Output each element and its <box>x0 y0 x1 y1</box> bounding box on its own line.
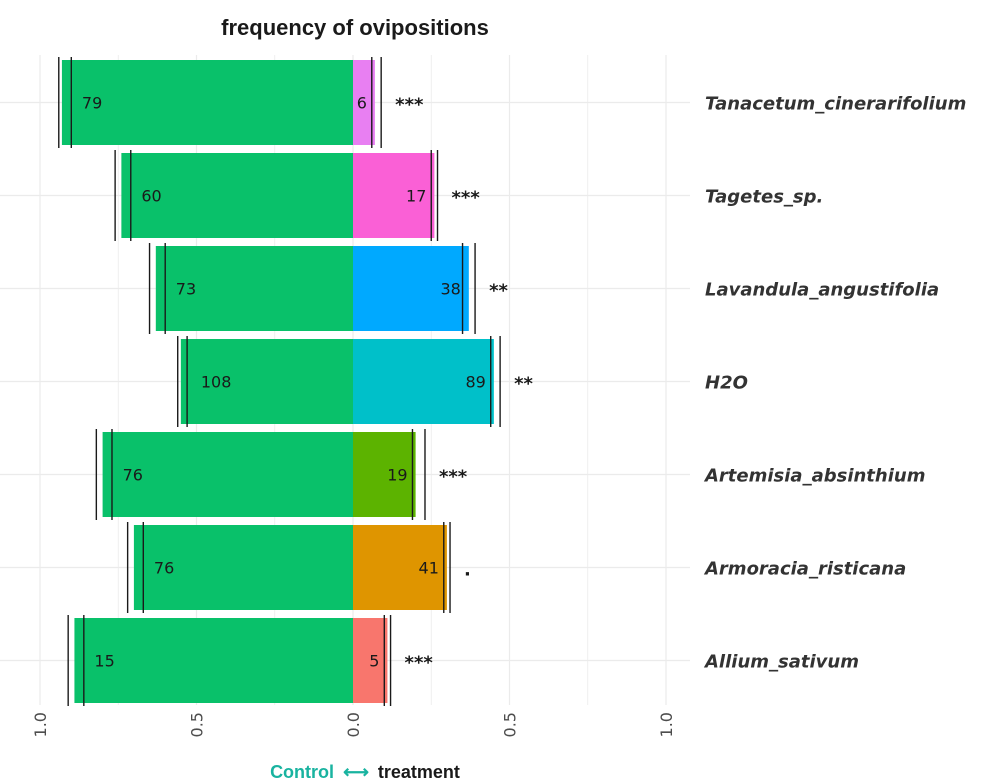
treatment-count-label: 41 <box>419 559 439 578</box>
treatment-count-label: 17 <box>406 187 426 206</box>
x-tick-label: 0.0 <box>344 712 363 737</box>
chart-title: frequency of ovipositions <box>221 15 489 40</box>
treatment-count-label: 89 <box>465 373 485 392</box>
x-axis-ticks: 1.0 0.5 0.0 0.5 1.0 <box>31 712 676 737</box>
category-label: Artemisia_absinthium <box>703 466 925 487</box>
x-tick-label: 1.0 <box>657 712 676 737</box>
category-label: Lavandula_angustifolia <box>705 280 939 301</box>
bars <box>58 57 501 706</box>
x-axis-treatment-label: treatment <box>378 762 460 782</box>
control-bar <box>102 432 353 517</box>
category-label: H2O <box>705 373 748 394</box>
category-label: Armoracia_risticana <box>703 559 906 580</box>
x-tick-label: 0.5 <box>501 712 520 737</box>
control-bar <box>74 618 354 703</box>
significance-label: ** <box>489 281 508 302</box>
significance-label: ** <box>514 374 533 395</box>
category-label: Tagetes_sp. <box>705 187 823 208</box>
control-bar <box>133 525 353 610</box>
treatment-count-label: 19 <box>387 466 407 485</box>
control-count-label: 15 <box>94 652 114 671</box>
significance-label: *** <box>452 188 481 209</box>
control-bar <box>180 339 353 424</box>
treatment-count-label: 6 <box>357 94 367 113</box>
treatment-count-label: 5 <box>369 652 379 671</box>
control-count-label: 79 <box>82 94 102 113</box>
x-axis-arrow: ⟷ <box>343 762 369 782</box>
treatment-bar <box>353 153 435 238</box>
control-count-label: 76 <box>154 559 174 578</box>
control-count-label: 60 <box>141 187 161 206</box>
x-axis-caption: Control ⟷ treatment <box>270 762 460 782</box>
significance-label: *** <box>439 467 468 488</box>
treatment-bar <box>353 432 416 517</box>
control-count-label: 73 <box>176 280 196 299</box>
control-bar <box>121 153 353 238</box>
control-bar <box>61 60 353 145</box>
treatment-bar <box>353 60 375 145</box>
x-tick-label: 0.5 <box>188 712 207 737</box>
treatment-bar <box>353 339 494 424</box>
control-count-label: 108 <box>201 373 232 392</box>
treatment-bar <box>353 246 469 331</box>
control-count-label: 76 <box>123 466 143 485</box>
control-bar <box>155 246 353 331</box>
x-tick-label: 1.0 <box>31 712 50 737</box>
treatment-bar <box>353 618 388 703</box>
significance-label: . <box>464 560 471 581</box>
category-label: Allium_sativum <box>703 652 859 673</box>
category-label: Tanacetum_cinerarifolium <box>705 94 966 115</box>
x-axis-control-label: Control <box>270 762 334 782</box>
significance-label: *** <box>395 95 424 116</box>
treatment-bar <box>353 525 447 610</box>
labels: 79 6 *** Tanacetum_cinerarifolium 60 17 *** Tag… <box>82 94 966 674</box>
significance-label: *** <box>405 653 434 674</box>
treatment-count-label: 38 <box>440 280 460 299</box>
